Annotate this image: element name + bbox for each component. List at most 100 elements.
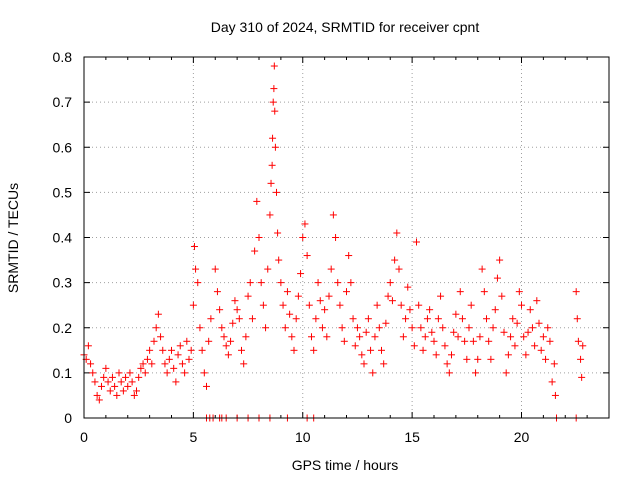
data-point — [176, 342, 184, 350]
grid — [84, 57, 609, 418]
data-point — [325, 292, 333, 300]
x-tick-label: 0 — [80, 429, 88, 445]
data-point — [238, 346, 245, 354]
data-point — [244, 292, 252, 300]
data-point — [168, 346, 175, 354]
data-point — [458, 315, 466, 323]
data-point — [122, 373, 130, 381]
data-point — [104, 378, 112, 386]
data-point — [533, 297, 541, 305]
data-point — [170, 364, 178, 372]
data-point — [84, 342, 92, 350]
data-point — [275, 256, 283, 264]
data-point — [520, 333, 528, 341]
data-point — [323, 333, 331, 341]
data-point — [472, 369, 480, 377]
data-point — [98, 382, 105, 390]
data-point — [371, 333, 379, 341]
data-point — [406, 306, 414, 314]
data-point — [316, 297, 324, 305]
data-point — [504, 351, 512, 359]
data-point — [266, 211, 274, 219]
data-point — [181, 369, 189, 377]
data-point — [190, 243, 198, 251]
data-point — [251, 247, 259, 255]
y-tick-label: 0.6 — [53, 139, 73, 155]
data-point — [196, 324, 204, 332]
data-point — [358, 351, 366, 359]
data-point — [194, 279, 202, 287]
y-tick-label: 0.5 — [53, 184, 73, 200]
data-point — [89, 369, 97, 377]
data-point — [452, 310, 460, 318]
data-point — [113, 391, 121, 399]
data-point — [437, 292, 445, 300]
data-point — [332, 234, 340, 241]
data-point — [334, 279, 342, 287]
data-point — [496, 256, 504, 264]
data-point — [364, 315, 372, 323]
data-point — [522, 351, 530, 359]
data-point — [467, 301, 475, 309]
data-point — [382, 319, 390, 327]
data-point — [478, 265, 486, 273]
data-point — [454, 333, 462, 341]
data-point — [216, 306, 224, 314]
data-point — [531, 342, 539, 350]
data-point — [577, 355, 585, 363]
data-points — [80, 62, 587, 422]
data-point — [218, 324, 226, 332]
data-point — [391, 256, 399, 264]
data-point — [124, 382, 132, 390]
data-point — [509, 315, 517, 323]
data-point — [277, 279, 285, 287]
data-point — [240, 360, 248, 368]
x-tick-label: 5 — [189, 429, 197, 445]
data-point — [294, 292, 302, 300]
data-point — [378, 346, 385, 354]
data-point — [410, 342, 418, 350]
data-point — [574, 337, 582, 345]
data-point — [367, 346, 375, 354]
data-point — [271, 143, 279, 151]
data-point — [518, 301, 525, 309]
data-point — [469, 337, 477, 345]
data-point — [139, 360, 147, 368]
x-tick-label: 20 — [514, 429, 530, 445]
data-point — [546, 337, 554, 345]
data-point — [360, 360, 368, 368]
data-point — [270, 62, 278, 70]
data-point — [314, 279, 322, 287]
data-point — [185, 355, 193, 363]
data-point — [578, 373, 586, 381]
data-point — [262, 324, 270, 332]
data-point — [413, 238, 420, 246]
tick-labels: 0 0.1 0.2 0.3 0.4 0.5 0.6 0.7 0.8 0 5 10 15 20 — [53, 49, 530, 445]
data-point — [270, 85, 278, 93]
data-point — [402, 315, 410, 323]
data-point — [189, 301, 197, 309]
data-point — [550, 360, 558, 368]
data-point — [137, 364, 145, 372]
data-point — [222, 342, 230, 350]
data-point — [283, 288, 291, 296]
data-point — [231, 297, 239, 305]
data-point — [264, 265, 272, 273]
data-point — [465, 324, 473, 332]
data-point — [150, 337, 158, 345]
data-point — [128, 378, 136, 386]
data-point — [117, 378, 125, 386]
data-point — [443, 360, 451, 368]
data-point — [487, 355, 495, 363]
data-point — [108, 373, 116, 381]
data-point — [281, 324, 289, 332]
y-axis-label: SRMTID / TECUs — [5, 183, 21, 293]
data-point — [456, 288, 464, 296]
data-point — [165, 355, 173, 363]
data-point — [269, 134, 277, 142]
y-tick-label: 0.2 — [53, 320, 73, 336]
data-point — [211, 265, 219, 273]
plot-frame — [83, 56, 610, 419]
data-point — [312, 315, 320, 323]
data-point — [548, 378, 556, 386]
